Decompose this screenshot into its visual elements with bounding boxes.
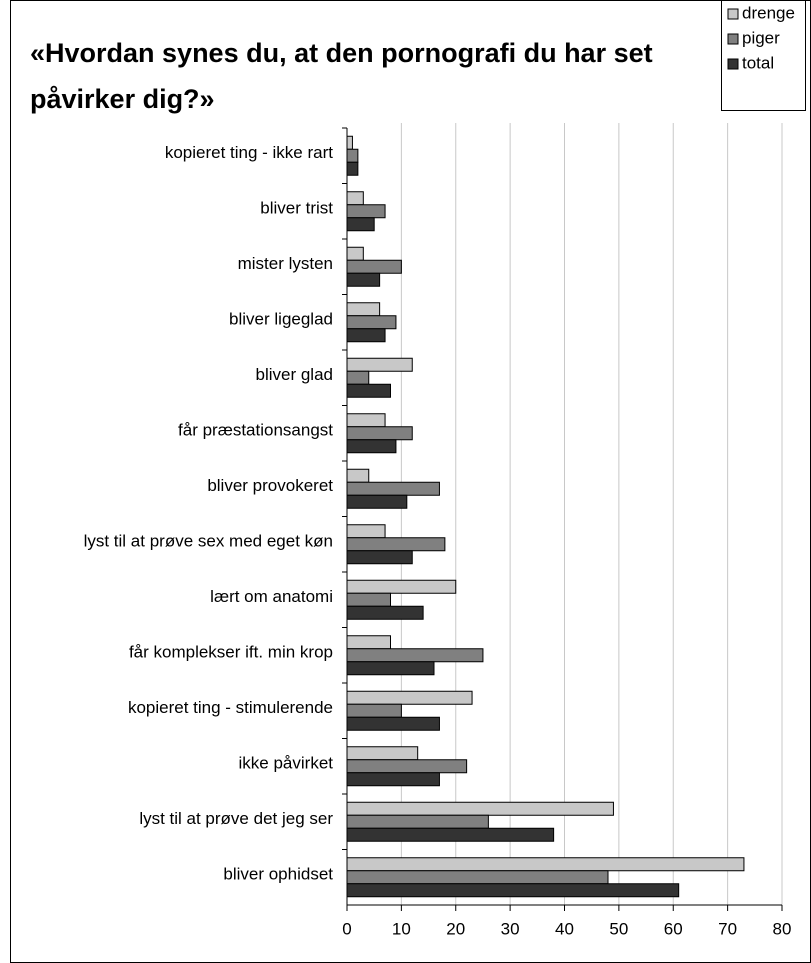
y-tick-label: bliver ophidset	[223, 865, 333, 884]
bar	[346, 383, 391, 398]
bar	[346, 883, 680, 898]
x-tick-label: 80	[773, 919, 792, 938]
bar	[346, 524, 386, 539]
bar	[346, 605, 424, 620]
bar	[346, 191, 364, 206]
bar	[346, 635, 391, 650]
bar	[346, 716, 440, 731]
y-tick-label: bliver provokeret	[207, 476, 333, 495]
y-tick-label: får komplekser ift. min krop	[129, 643, 333, 662]
bar	[346, 357, 413, 372]
x-tick-label: 10	[392, 919, 411, 938]
x-tick-label: 50	[609, 919, 628, 938]
y-tick-label: bliver glad	[256, 365, 334, 384]
bar	[346, 370, 370, 385]
x-tick-label: 20	[446, 919, 465, 938]
bar	[346, 579, 457, 594]
y-tick-label: lyst til at prøve det jeg ser	[139, 809, 333, 828]
bar	[346, 426, 413, 441]
bar	[346, 857, 745, 872]
x-tick-label: 30	[501, 919, 520, 938]
y-tick-label: ikke påvirket	[239, 754, 334, 773]
legend-swatch	[727, 8, 739, 20]
bar	[346, 315, 397, 330]
chart-title: «Hvordan synes du, at den pornografi du …	[30, 38, 653, 114]
legend-label: drenge	[742, 3, 795, 22]
bar	[346, 801, 614, 816]
bar	[346, 827, 555, 842]
bar	[346, 439, 397, 454]
x-tick-label: 70	[718, 919, 737, 938]
y-tick-label: lært om anatomi	[210, 587, 333, 606]
y-tick-label: bliver trist	[260, 199, 333, 218]
x-tick-label: 40	[555, 919, 574, 938]
legend-label: total	[742, 53, 774, 72]
bar	[346, 537, 446, 552]
legend-label: piger	[742, 28, 780, 47]
x-tick-label: 0	[342, 919, 351, 938]
bar	[346, 148, 359, 163]
bar	[346, 246, 364, 261]
bar	[346, 592, 391, 607]
bar	[346, 648, 484, 663]
bar	[346, 870, 609, 885]
y-tick-label: kopieret ting - ikke rart	[165, 143, 333, 162]
bar	[346, 661, 435, 676]
bar	[346, 413, 386, 428]
legend-swatch	[727, 58, 739, 70]
bar	[346, 814, 489, 829]
bar	[346, 703, 402, 718]
bar	[346, 550, 413, 565]
bar	[346, 746, 419, 761]
x-tick-label: 60	[664, 919, 683, 938]
bar	[346, 161, 359, 176]
y-tick-label: bliver ligeglad	[229, 310, 333, 329]
legend-swatch	[727, 33, 739, 45]
bar	[346, 494, 408, 509]
bar	[346, 217, 375, 232]
bar	[346, 772, 440, 787]
bar	[346, 259, 402, 274]
bar	[346, 272, 381, 287]
bar	[346, 690, 473, 705]
y-tick-label: mister lysten	[238, 254, 333, 273]
y-tick-label: kopieret ting - stimulerende	[128, 698, 333, 717]
bar	[346, 302, 381, 317]
y-tick-label: lyst til at prøve sex med eget køn	[84, 532, 333, 551]
bar	[346, 204, 386, 219]
bar	[346, 759, 468, 774]
bar	[346, 468, 370, 483]
bar	[346, 135, 353, 150]
y-tick-label: får præstationsangst	[178, 421, 333, 440]
bar	[346, 481, 440, 496]
bar	[346, 328, 386, 343]
